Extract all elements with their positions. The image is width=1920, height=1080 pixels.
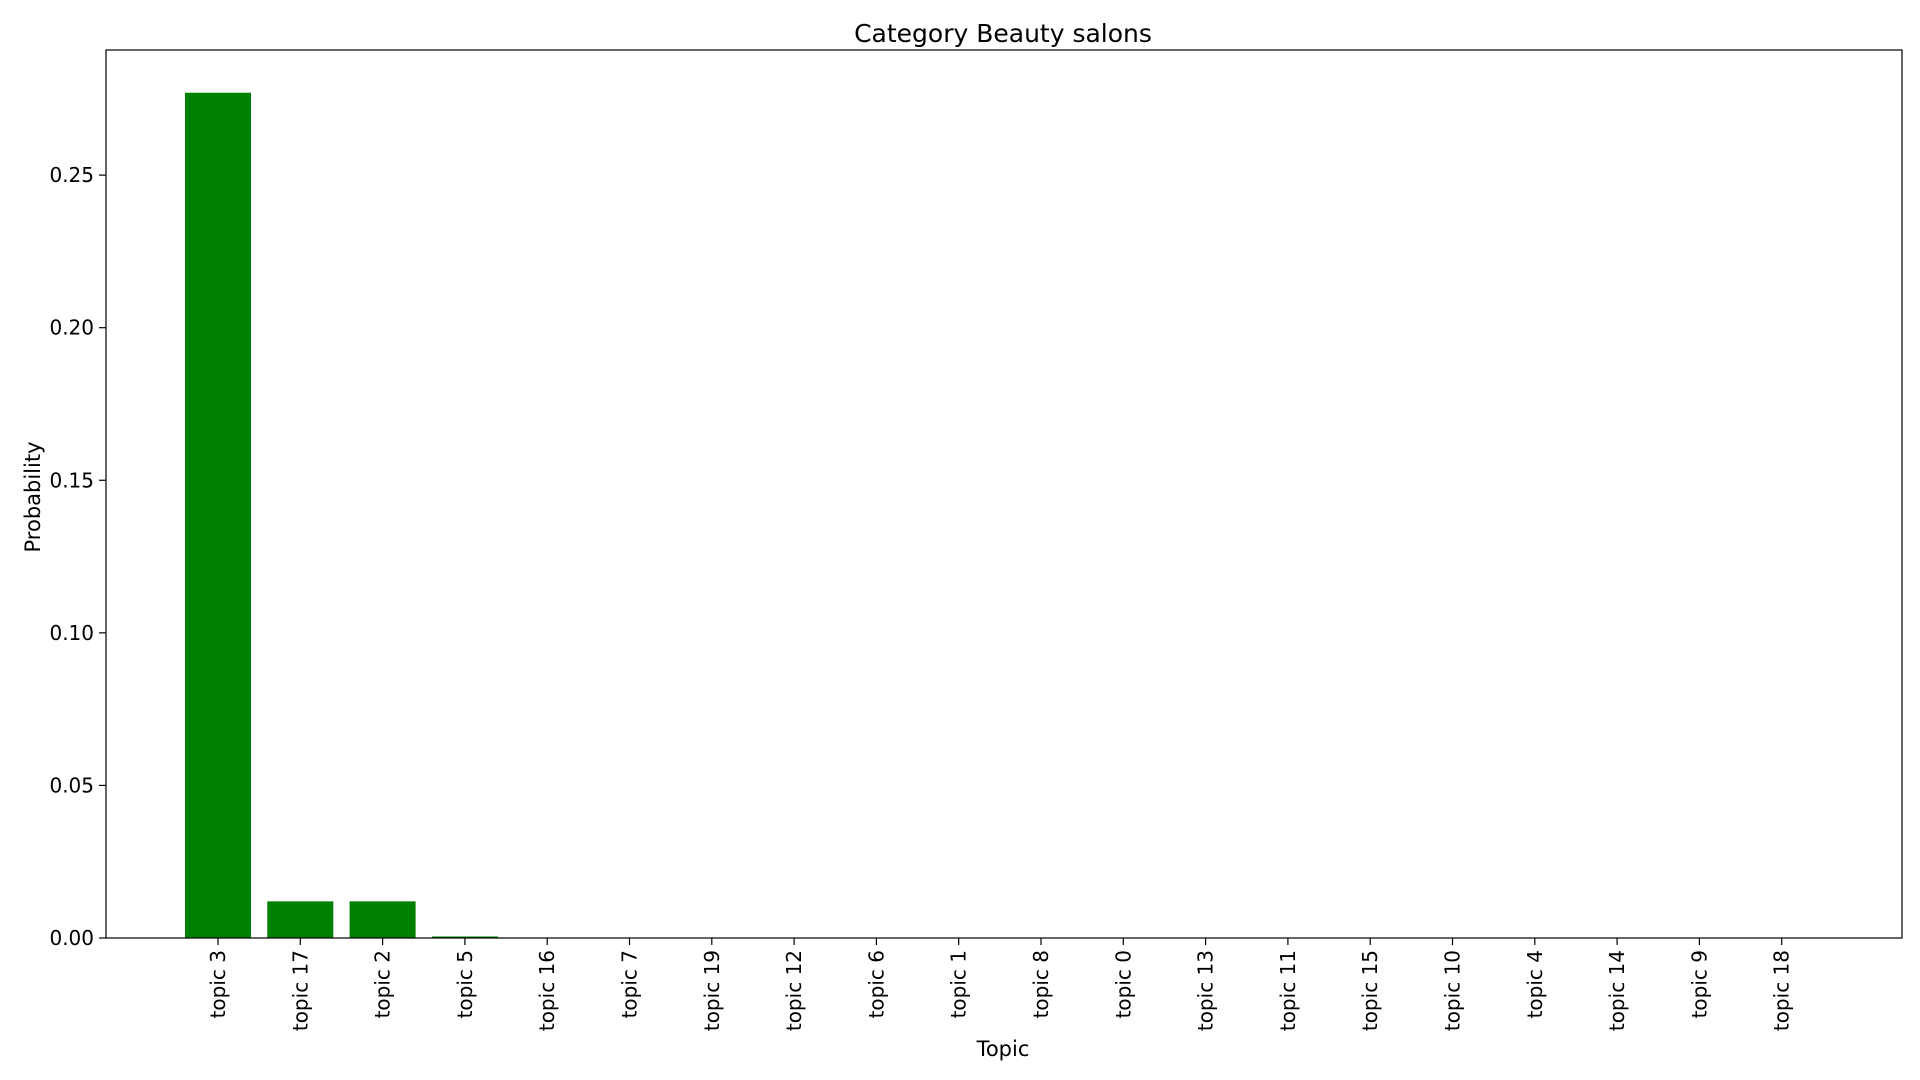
bar-topic-3 bbox=[185, 92, 251, 939]
x-tick-label: topic 14 bbox=[1605, 950, 1629, 1031]
x-tick-label: topic 7 bbox=[618, 950, 642, 1018]
x-tick-label: topic 17 bbox=[288, 950, 312, 1031]
x-tick-label: topic 2 bbox=[371, 950, 395, 1018]
y-tick-label: 0.00 bbox=[49, 926, 94, 950]
x-tick-label: topic 16 bbox=[535, 950, 559, 1031]
x-tick-label: topic 13 bbox=[1194, 950, 1218, 1031]
y-tick-label: 0.05 bbox=[49, 773, 94, 797]
x-tick-label: topic 6 bbox=[864, 950, 888, 1018]
x-tick-label: topic 18 bbox=[1770, 950, 1794, 1031]
x-tick-label: topic 1 bbox=[947, 950, 971, 1018]
x-tick-label: topic 5 bbox=[453, 950, 477, 1018]
x-tick-label: topic 9 bbox=[1687, 950, 1711, 1018]
x-axis: topic 3 topic 17 topic 2 topic 5 topic 16 top… bbox=[206, 938, 1794, 1031]
bar-topic-5 bbox=[431, 936, 498, 938]
bar-topic-2 bbox=[349, 901, 416, 938]
y-tick-label: 0.25 bbox=[49, 163, 94, 187]
x-tick-label: topic 11 bbox=[1276, 950, 1300, 1031]
x-tick-label: topic 10 bbox=[1441, 950, 1465, 1031]
x-tick-label: topic 0 bbox=[1111, 950, 1135, 1018]
bar-topic-17 bbox=[267, 901, 334, 938]
y-tick-label: 0.15 bbox=[49, 468, 94, 492]
x-tick-label: topic 12 bbox=[782, 950, 806, 1031]
y-tick-label: 0.20 bbox=[49, 316, 94, 340]
plot-frame bbox=[105, 49, 1903, 939]
y-axis-label: Probability bbox=[21, 441, 45, 552]
x-tick-label: topic 15 bbox=[1358, 950, 1382, 1031]
y-tick-label: 0.10 bbox=[49, 621, 94, 645]
chart-title: Category Beauty salons bbox=[854, 19, 1152, 48]
x-axis-label: Topic bbox=[976, 1037, 1030, 1061]
x-tick-label: topic 19 bbox=[700, 950, 724, 1031]
y-axis: 0.00 0.05 0.10 0.15 0.20 0.25 bbox=[49, 163, 106, 950]
x-tick-label: topic 3 bbox=[206, 950, 230, 1018]
x-tick-label: topic 4 bbox=[1523, 950, 1547, 1018]
x-tick-label: topic 8 bbox=[1029, 950, 1053, 1018]
bars-group bbox=[185, 92, 498, 939]
